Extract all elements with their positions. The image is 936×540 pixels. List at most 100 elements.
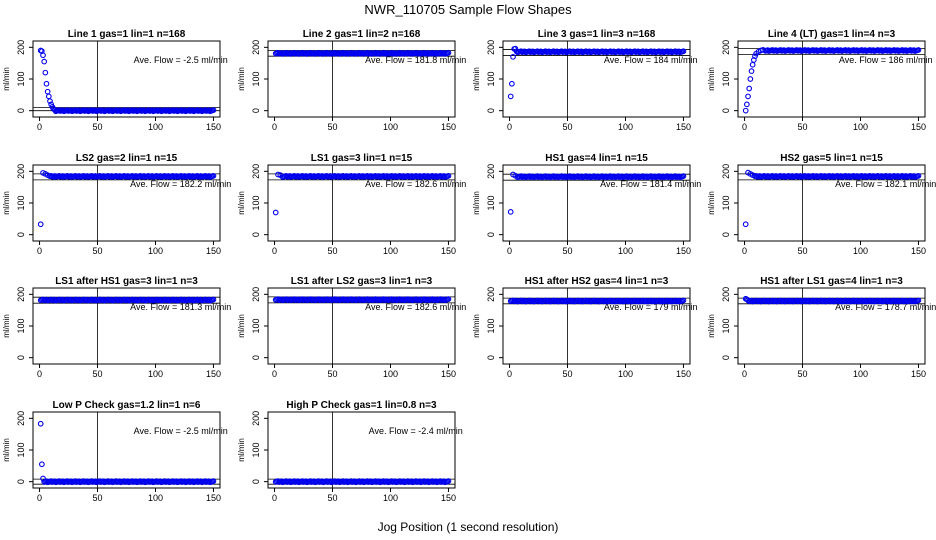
y-tick-label: 0 xyxy=(721,108,731,113)
panels-group: Line 1 gas=1 lin=1 n=168 ml/min 0 100 200 0 50… xyxy=(2,29,936,503)
y-tick-label: 100 xyxy=(486,318,496,333)
data-point xyxy=(272,209,279,216)
y-tick-label: 100 xyxy=(16,195,26,210)
y-axis-label: ml/min xyxy=(237,67,246,91)
data-point xyxy=(742,107,749,114)
y-tick-label: 200 xyxy=(16,411,26,426)
ave-flow-label: Ave. Flow = -2.4 ml/min xyxy=(369,426,463,436)
ave-flow-label: Ave. Flow = 178.7 ml/min xyxy=(835,302,936,312)
data-point xyxy=(275,171,281,178)
x-tick-label: 50 xyxy=(328,246,338,256)
data-point xyxy=(37,221,44,228)
panel-title: Line 3 gas=1 lin=3 n=168 xyxy=(538,29,656,40)
y-tick-label: 200 xyxy=(721,164,731,179)
x-tick-label: 0 xyxy=(507,369,512,379)
data-point xyxy=(37,420,44,427)
y-tick-label: 0 xyxy=(16,232,26,237)
x-tick-label: 0 xyxy=(272,369,277,379)
figure-xlabel: Jog Position (1 second resolution) xyxy=(378,520,559,534)
ave-flow-label: Ave. Flow = -2.5 ml/min xyxy=(134,55,228,65)
panel-13: Low P Check gas=1.2 lin=1 n=6 ml/min 0 100 2… xyxy=(2,400,228,503)
data-point xyxy=(42,69,49,76)
ave-flow-label: Ave. Flow = 182.2 ml/min xyxy=(130,179,231,189)
x-tick-label: 50 xyxy=(563,246,573,256)
y-tick-label: 100 xyxy=(16,71,26,86)
data-point xyxy=(44,88,51,95)
panel-title: Line 2 gas=1 lin=2 n=168 xyxy=(303,29,421,40)
x-tick-label: 0 xyxy=(37,369,42,379)
x-tick-label: 0 xyxy=(742,369,747,379)
data-point xyxy=(445,478,452,484)
panel-title: HS1 gas=4 lin=1 n=15 xyxy=(545,153,648,164)
y-tick-label: 200 xyxy=(251,164,261,179)
y-tick-label: 0 xyxy=(721,355,731,360)
x-tick-label: 100 xyxy=(853,246,868,256)
y-tick-label: 0 xyxy=(721,232,731,237)
ave-flow-label: Ave. Flow = 182.6 ml/min xyxy=(365,302,466,312)
figure-title: NWR_110705 Sample Flow Shapes xyxy=(364,2,572,17)
data-point xyxy=(745,93,751,100)
y-tick-label: 100 xyxy=(251,318,261,333)
ave-flow-label: Ave. Flow = 182.1 ml/min xyxy=(835,179,936,189)
panel-9: LS1 after HS1 gas=3 lin=1 n=3 ml/min 0 100 2… xyxy=(2,276,231,379)
panel-title: LS2 gas=2 lin=1 n=15 xyxy=(76,153,178,164)
data-point xyxy=(915,172,922,179)
panel-title: LS1 after LS2 gas=3 lin=1 n=3 xyxy=(291,276,433,287)
x-tick-label: 50 xyxy=(93,246,103,256)
y-axis-label: ml/min xyxy=(472,67,481,91)
panel-2: Line 2 gas=1 lin=2 n=168 ml/min 0 100 200 0 50… xyxy=(237,29,466,132)
data-point xyxy=(445,49,452,56)
ave-flow-label: Ave. Flow = 182.6 ml/min xyxy=(365,179,466,189)
panel-frame xyxy=(267,411,456,489)
data-point xyxy=(742,221,749,228)
x-tick-label: 0 xyxy=(37,493,42,503)
panel-title: Line 4 (LT) gas=1 lin=4 n=3 xyxy=(768,29,896,40)
x-tick-label: 0 xyxy=(272,493,277,503)
x-tick-label: 50 xyxy=(93,122,103,132)
data-point xyxy=(47,98,53,105)
panel-3: Line 3 gas=1 lin=3 n=168 ml/min 0 100 200 0 50… xyxy=(472,29,698,132)
x-tick-label: 150 xyxy=(911,122,926,132)
y-axis-label: ml/min xyxy=(707,314,716,338)
panel-4: Line 4 (LT) gas=1 lin=4 n=3 ml/min 0 100 200… xyxy=(707,29,933,132)
x-tick-label: 50 xyxy=(93,493,103,503)
x-tick-label: 150 xyxy=(206,122,221,132)
x-tick-label: 50 xyxy=(563,122,573,132)
y-axis-label: ml/min xyxy=(707,191,716,215)
x-tick-label: 100 xyxy=(618,122,633,132)
panel-7: HS1 gas=4 lin=1 n=15 ml/min 0 100 200 0 50 100 1… xyxy=(472,153,701,256)
x-tick-label: 0 xyxy=(507,122,512,132)
y-tick-label: 0 xyxy=(486,232,496,237)
y-tick-label: 0 xyxy=(16,355,26,360)
y-tick-label: 200 xyxy=(251,287,261,302)
y-tick-label: 100 xyxy=(16,442,26,457)
y-axis-label: ml/min xyxy=(2,314,11,338)
x-tick-label: 100 xyxy=(383,122,398,132)
data-point xyxy=(680,297,687,304)
y-tick-label: 200 xyxy=(251,411,261,426)
x-tick-label: 100 xyxy=(148,246,163,256)
panel-6: LS1 gas=3 lin=1 n=15 ml/min 0 100 200 0 50 100 1… xyxy=(237,153,466,256)
x-tick-label: 150 xyxy=(676,246,691,256)
ave-flow-label: Ave. Flow = 186 ml/min xyxy=(839,55,933,65)
data-point xyxy=(748,68,755,74)
x-tick-label: 100 xyxy=(148,122,163,132)
data-point xyxy=(749,61,756,68)
y-tick-label: 0 xyxy=(251,479,261,484)
panel-title: Low P Check gas=1.2 lin=1 n=6 xyxy=(53,400,201,411)
data-point xyxy=(210,107,217,113)
y-axis-label: ml/min xyxy=(2,67,11,91)
y-tick-label: 0 xyxy=(486,355,496,360)
x-tick-label: 0 xyxy=(37,246,42,256)
y-tick-label: 200 xyxy=(251,40,261,55)
y-tick-label: 100 xyxy=(251,195,261,210)
x-tick-label: 150 xyxy=(911,369,926,379)
data-point xyxy=(915,297,922,304)
x-tick-label: 0 xyxy=(37,122,42,132)
y-tick-label: 100 xyxy=(721,318,731,333)
y-tick-label: 0 xyxy=(251,232,261,237)
data-point xyxy=(746,85,753,92)
x-tick-label: 100 xyxy=(853,122,868,132)
x-tick-label: 100 xyxy=(618,246,633,256)
x-tick-label: 0 xyxy=(507,246,512,256)
